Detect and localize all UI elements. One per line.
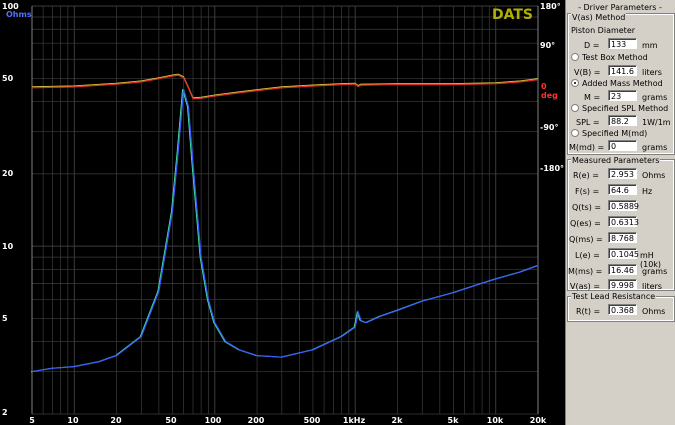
specified-mmd-label[interactable]: Specified M(md)	[582, 129, 648, 138]
qts-label: Q(ts) =	[572, 203, 602, 212]
fs-unit: Hz	[642, 187, 653, 196]
mms-label: M(ms) =	[568, 267, 603, 276]
specified-spl-radio[interactable]	[571, 104, 579, 112]
left-tick-label: 100	[2, 2, 19, 11]
rt-label: R(t) =	[576, 307, 601, 316]
d-unit: mm	[642, 41, 658, 50]
specified-spl-label[interactable]: Specified SPL Method	[582, 104, 669, 113]
test-box-label[interactable]: Test Box Method	[582, 53, 648, 62]
right-tick-label: -90°	[540, 123, 559, 132]
vb-label: V(B) =	[574, 68, 601, 77]
right-tick-label: -180°	[540, 164, 565, 173]
mmd-label: M(md) =	[569, 143, 605, 152]
piston-diameter-label: Piston Diameter	[571, 26, 636, 35]
added-mass-radio[interactable]	[571, 79, 579, 87]
re-label: R(e) =	[573, 171, 599, 180]
spl-unit: 1W/1m	[642, 118, 671, 127]
mms-unit: grams	[642, 267, 668, 276]
vas-label: V(as) =	[570, 282, 601, 291]
le-label: L(e) =	[575, 251, 600, 260]
d-label: D =	[584, 41, 600, 50]
left-tick-label: 50	[2, 74, 14, 83]
vas-value: 9.998	[608, 279, 637, 290]
vas-method-legend: V(as) Method	[571, 13, 627, 22]
fs-label: F(s) =	[575, 187, 600, 196]
re-value: 2.953	[608, 168, 637, 179]
qes-value: 0.6313	[608, 216, 639, 227]
x-tick-label: 5k	[447, 416, 459, 425]
left-tick-label: 2	[2, 408, 8, 417]
le-value: 0.1045	[608, 248, 639, 259]
impedance-phase-plot: Ohms DATS 0 deg 100 50 20 10 5 2 180° 90…	[0, 0, 565, 425]
left-axis-unit: Ohms	[6, 10, 32, 19]
x-tick-label: 100	[204, 416, 222, 425]
rt-input[interactable]: 0.368	[608, 304, 637, 315]
phase-line	[31, 74, 539, 100]
x-tick-label: 2k	[391, 416, 403, 425]
x-tick-label: 10k	[486, 416, 504, 425]
right-tick-label: 90°	[540, 41, 556, 50]
phase-fit-line	[31, 73, 539, 99]
m-input[interactable]: 23	[608, 90, 637, 101]
m-label: M =	[584, 93, 601, 102]
test-box-radio[interactable]	[571, 53, 579, 61]
measured-parameters-legend: Measured Parameters	[571, 156, 661, 165]
x-tick-label: 500	[303, 416, 321, 425]
x-tick-label: 1kHz	[342, 416, 366, 425]
vb-input[interactable]: 141.6	[608, 65, 637, 76]
plot-canvas	[30, 5, 539, 415]
impedance-line	[31, 89, 539, 373]
right-tick-label: 180°	[540, 2, 561, 11]
fs-value: 64.6	[608, 184, 637, 195]
panel-title: - Driver Parameters -	[578, 3, 662, 12]
m-unit: grams	[642, 93, 668, 102]
added-mass-label[interactable]: Added Mass Method	[582, 79, 663, 88]
vb-unit: liters	[642, 68, 662, 77]
re-unit: Ohms	[642, 171, 666, 180]
x-tick-label: 10	[67, 416, 79, 425]
left-tick-label: 5	[2, 314, 8, 323]
mmd-unit: grams	[642, 143, 668, 152]
test-lead-legend: Test Lead Resistance	[571, 292, 657, 301]
mmd-input[interactable]: 0	[608, 140, 637, 151]
qes-label: Q(es) =	[570, 219, 601, 228]
x-tick-label: 5	[29, 416, 35, 425]
left-tick-label: 20	[2, 169, 14, 178]
mms-value: 16.46	[608, 264, 637, 275]
rt-unit: Ohms	[642, 307, 666, 316]
phase-zero-label: 0 deg	[541, 82, 558, 100]
le-unit: mH (10k)	[640, 251, 662, 269]
qms-value: 8.768	[608, 232, 637, 243]
x-tick-label: 20k	[529, 416, 547, 425]
d-input[interactable]: 133	[608, 38, 637, 49]
qms-label: Q(ms) =	[569, 235, 603, 244]
spl-input[interactable]: 88.2	[608, 115, 637, 126]
qts-value: 0.5889	[608, 200, 639, 211]
driver-parameters-panel: - Driver Parameters - V(as) Method Pisto…	[565, 0, 675, 425]
x-tick-label: 50	[165, 416, 177, 425]
dats-logo: DATS	[492, 7, 534, 23]
x-tick-label: 20	[110, 416, 122, 425]
vas-unit: liters	[642, 282, 662, 291]
spl-label: SPL =	[576, 118, 600, 127]
specified-mmd-radio[interactable]	[571, 129, 579, 137]
x-tick-label: 200	[247, 416, 265, 425]
left-tick-label: 10	[2, 242, 14, 251]
